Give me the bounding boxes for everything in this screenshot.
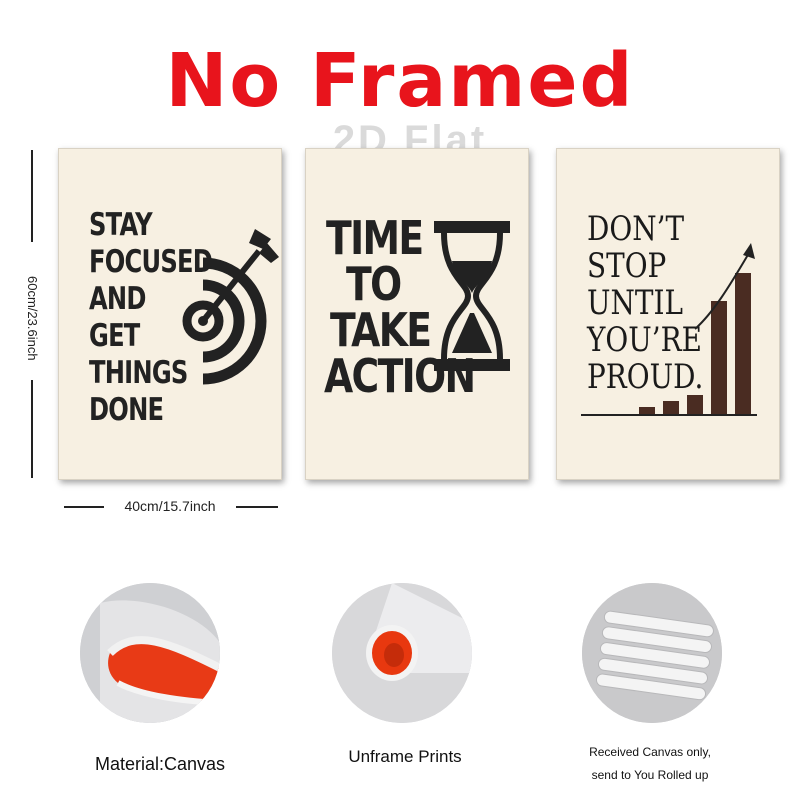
page-title: No Framed [165, 38, 635, 124]
poster-1-line: THINGS [89, 355, 188, 391]
material-caption: Material:Canvas [94, 754, 226, 774]
canvas-material-photo [80, 583, 220, 723]
poster-2-text: TIME TO TAKE ACTION [324, 215, 507, 399]
height-dimension-line-top [31, 150, 33, 242]
height-dimension-line-bottom [31, 380, 33, 478]
poster-1-line: AND [89, 281, 146, 317]
poster-1-line: STAY [89, 207, 153, 243]
poster-time-to-take-action: TIME TO TAKE ACTION [305, 148, 529, 480]
rolled-canvas-edge-image [80, 583, 220, 723]
poster-1-text: STAY FOCUSED AND GET THINGS DONE [89, 207, 247, 429]
poster-1-line: FOCUSED [89, 244, 213, 280]
rolled-print-image [332, 583, 472, 723]
poster-2-line: TIME [326, 211, 424, 265]
rolled-caption-line-2: send to You Rolled up [591, 768, 709, 782]
unframed-print-photo [332, 583, 472, 723]
poster-3-line: DON’T [587, 209, 685, 249]
poster-3-line: UNTIL [587, 283, 684, 323]
poster-2-line: TO [346, 257, 402, 311]
poster-1-line: GET [89, 318, 140, 354]
poster-3-line: PROUD. [587, 357, 704, 397]
rolled-caption: Received Canvas only, send to You Rolled… [560, 741, 740, 787]
width-dimension-line-left [64, 506, 104, 508]
poster-3-text: DON’T STOP UNTIL YOU’RE PROUD. [587, 211, 729, 396]
height-dimension-label: 60cm/23.6inch [25, 276, 40, 361]
rolled-caption-line-1: Received Canvas only, [589, 745, 711, 759]
target-arrow-icon [182, 229, 279, 385]
rolled-tubes-image [582, 583, 722, 723]
poster-3-line: STOP [587, 246, 667, 286]
width-dimension-line-right [236, 506, 278, 508]
growth-bar-chart-icon [581, 243, 757, 416]
poster-3-line: YOU’RE [587, 320, 702, 360]
hourglass-icon [434, 221, 510, 371]
poster-2-line: TAKE [330, 303, 432, 357]
poster-stay-focused: STAY FOCUSED AND GET THINGS DONE [58, 148, 282, 480]
poster-1-line: DONE [89, 392, 164, 428]
poster-dont-stop-until-proud: DON’T STOP UNTIL YOU’RE PROUD. [556, 148, 780, 480]
width-dimension-label: 40cm/15.7inch [124, 498, 216, 514]
rolled-canvas-package-photo [582, 583, 722, 723]
unframe-caption: Unframe Prints [348, 747, 462, 766]
